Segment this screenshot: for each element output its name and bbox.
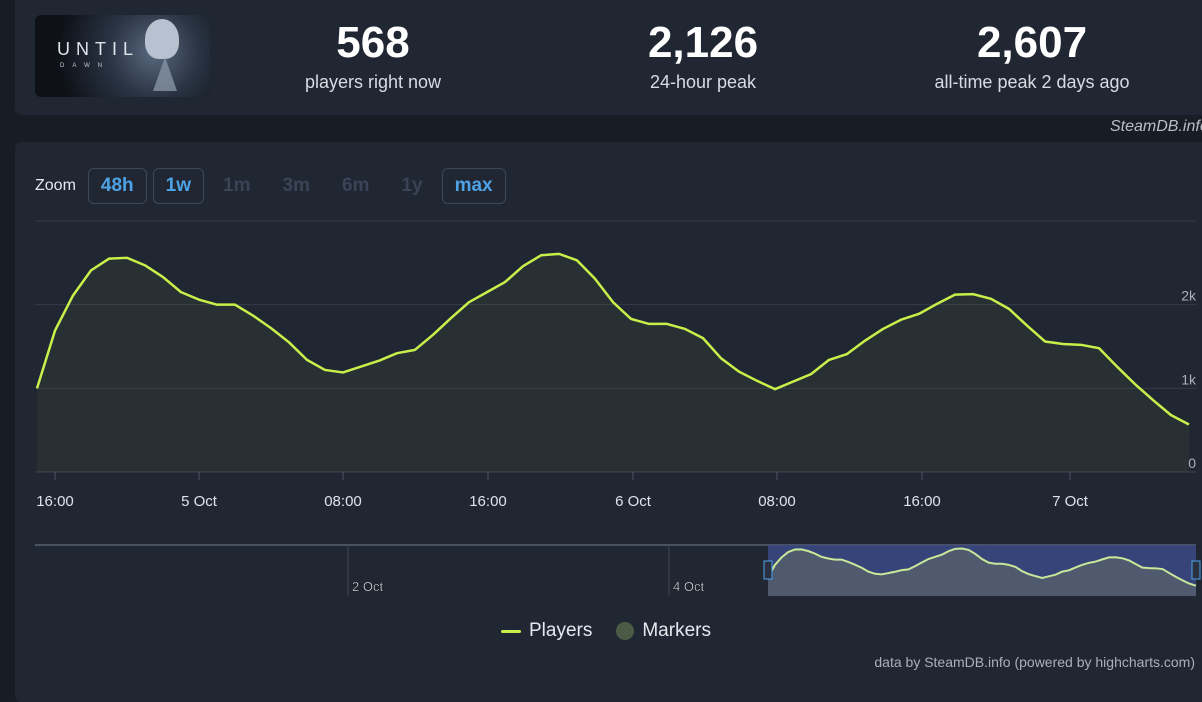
steamdb-credit[interactable]: SteamDB.info bbox=[1110, 118, 1202, 135]
stat-label: players right now bbox=[304, 72, 442, 92]
stats-header: UNTIL DAWN 568 players right now 2,126 2… bbox=[15, 0, 1202, 115]
stat-current: 568 players right now bbox=[223, 18, 523, 93]
zoom-max-button[interactable]: max bbox=[441, 168, 506, 204]
legend-markers[interactable]: Markers bbox=[642, 620, 711, 641]
zoom-selector: Zoom 48h 1w 1m 3m 6m 1y max bbox=[35, 168, 506, 204]
chart-legend: Players Markers bbox=[501, 620, 711, 642]
game-logo[interactable]: UNTIL DAWN bbox=[35, 15, 210, 97]
legend-players[interactable]: Players bbox=[529, 620, 593, 641]
zoom-6m-button: 6m bbox=[329, 168, 382, 204]
stat-value: 2,607 bbox=[976, 18, 1088, 67]
stat-value: 568 bbox=[336, 18, 410, 67]
players-legend-swatch bbox=[501, 629, 521, 633]
zoom-label: Zoom bbox=[35, 177, 76, 194]
zoom-1w-button[interactable]: 1w bbox=[152, 168, 205, 204]
logo-text: UNTIL bbox=[57, 39, 140, 59]
zoom-1y-button: 1y bbox=[388, 168, 435, 204]
zoom-3m-button: 3m bbox=[269, 168, 322, 204]
skull-art bbox=[145, 19, 179, 59]
stat-24h-peak: 2,126 24-hour peak bbox=[553, 18, 853, 93]
stat-value: 2,126 bbox=[647, 18, 759, 67]
chart-card: Zoom 48h 1w 1m 3m 6m 1y max Players Mark… bbox=[15, 142, 1202, 702]
stat-label: 24-hour peak bbox=[649, 72, 757, 92]
hourglass-art bbox=[153, 57, 177, 91]
chart-credits[interactable]: data by SteamDB.info (powered by highcha… bbox=[874, 654, 1195, 670]
zoom-1m-button: 1m bbox=[210, 168, 263, 204]
zoom-48h-button[interactable]: 48h bbox=[87, 168, 147, 204]
stat-label: all-time peak 2 days ago bbox=[934, 72, 1130, 92]
markers-legend-swatch bbox=[616, 622, 635, 640]
stat-alltime-peak: 2,607 all-time peak 2 days ago bbox=[882, 18, 1182, 93]
